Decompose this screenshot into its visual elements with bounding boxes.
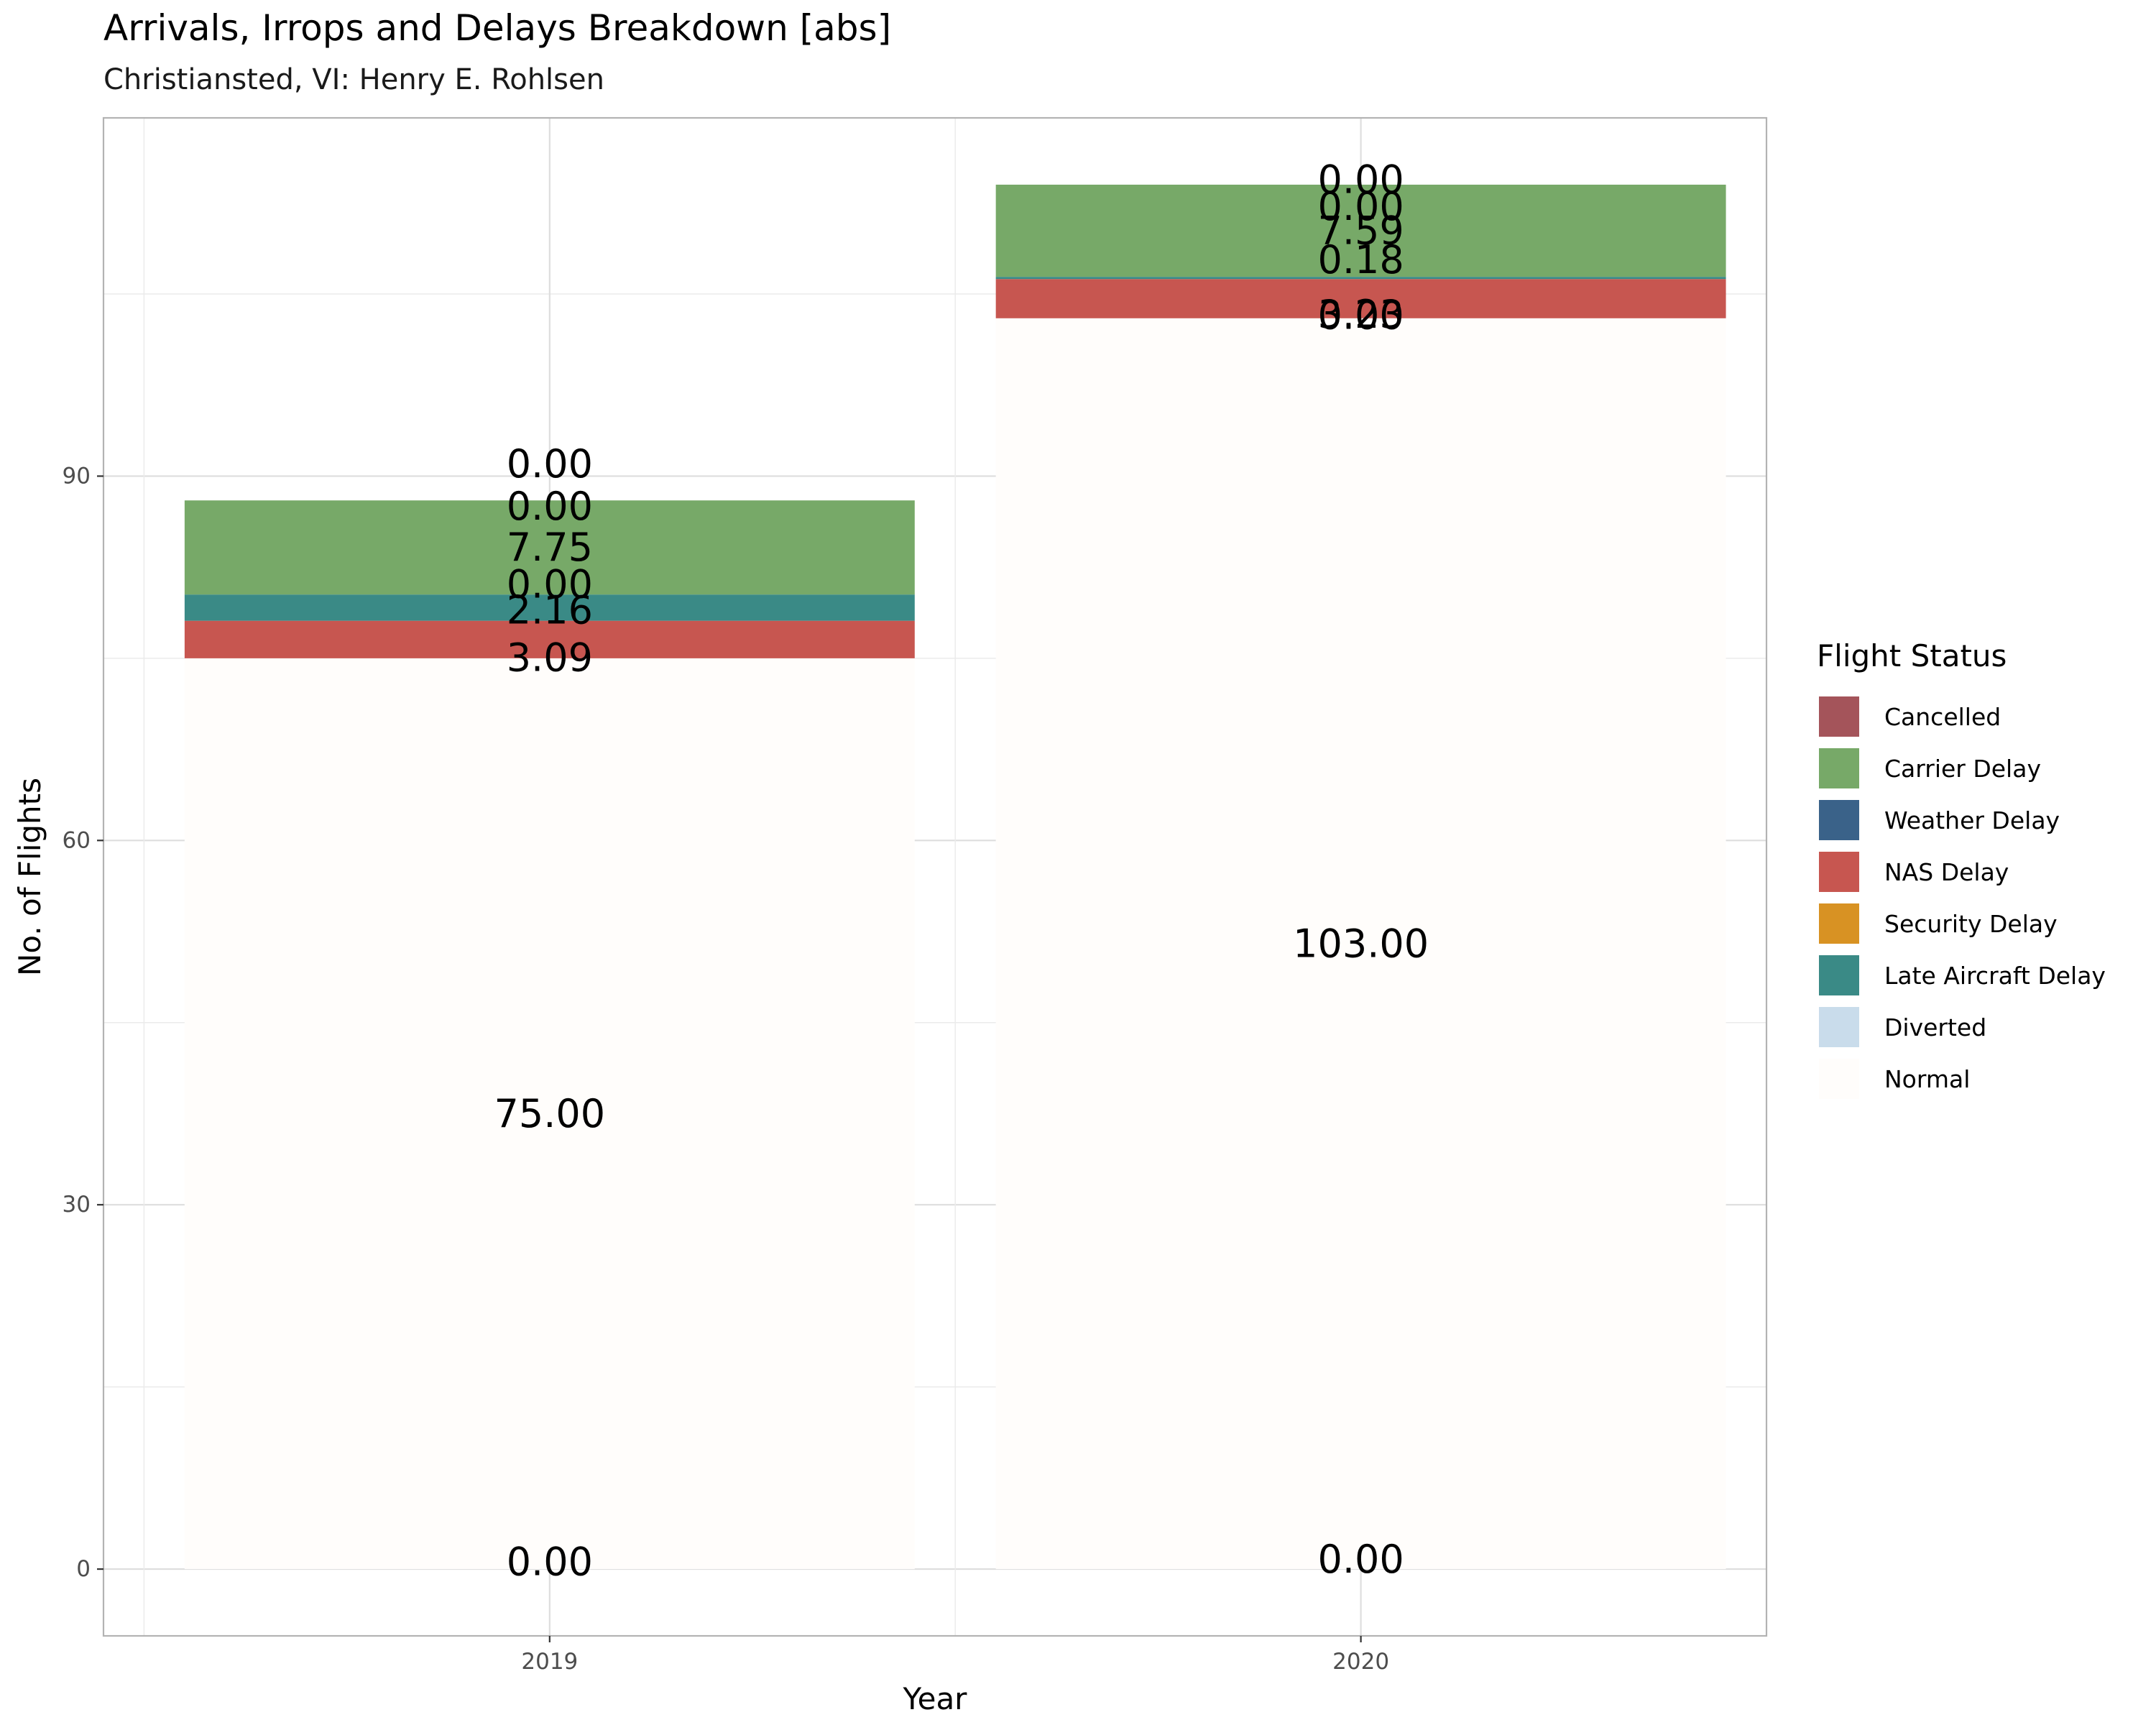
plot-panel-border [102,116,1768,1637]
legend-label: NAS Delay [1884,857,2009,886]
legend-label: Carrier Delay [1884,754,2041,783]
bar-segment-carrier-delay-2020 [995,184,1726,277]
chart-subtitle: Christiansted, VI: Henry E. Rohlsen [103,63,604,96]
data-label-carrier-delay-2020: 7.59 [1317,208,1404,254]
legend-swatch [1817,953,1861,998]
x-axis-title: Year [903,1681,968,1716]
legend-swatch [1817,746,1861,791]
data-label-security-delay-2020: 0.00 [1317,293,1404,338]
data-label-nas-delay-2019: 3.09 [507,635,593,681]
legend-item-carrier-delay: Carrier Delay [1817,742,2106,794]
bar-segment-late-aircraft-delay-2019 [184,594,915,621]
legend-item-normal: Normal [1817,1053,2106,1105]
legend-label: Security Delay [1884,909,2058,938]
data-label-weather-delay-2019: 0.00 [507,484,593,529]
data-label-diverted-2019: 0.00 [507,1539,593,1584]
legend-item-cancelled: Cancelled [1817,691,2106,742]
data-label-security-delay-2019: 0.00 [507,561,593,607]
bar-segment-nas-delay-2019 [184,620,915,658]
x-tick-label-2019: 2019 [521,1649,578,1675]
legend-items: Cancelled Carrier Delay Weather Delay NAS D… [1817,691,2106,1105]
data-label-weather-delay-2020: 0.00 [1317,184,1404,229]
legend-item-nas-delay: NAS Delay [1817,846,2106,898]
data-label-diverted-2020: 0.00 [1317,1537,1404,1582]
legend-item-diverted: Diverted [1817,1001,2106,1053]
legend-item-late-aircraft-delay: Late Aircraft Delay [1817,949,2106,1001]
y-tick-label: 30 [63,1192,91,1218]
legend-label: Weather Delay [1884,806,2060,834]
chart-title: Arrivals, Irrops and Delays Breakdown [a… [103,7,892,49]
legend-item-weather-delay: Weather Delay [1817,794,2106,846]
legend-swatch [1817,798,1861,842]
legend-swatch [1817,1057,1861,1101]
data-label-normal-2019: 75.00 [494,1091,606,1136]
data-label-cancelled-2020: 0.00 [1317,157,1404,203]
data-label-late-aircraft-delay-2019: 2.16 [507,587,593,632]
y-tick-label: 60 [63,827,91,853]
bar-segment-nas-delay-2020 [995,279,1726,318]
legend-title: Flight Status [1817,638,2007,673]
legend-label: Late Aircraft Delay [1884,961,2106,990]
bar-segment-normal-2020 [995,318,1726,1570]
legend: Flight Status Cancelled Carrier Delay Weat… [1817,638,2106,1105]
data-label-late-aircraft-delay-2020: 0.18 [1317,237,1404,282]
y-tick-label: 0 [76,1556,91,1582]
legend-swatch [1817,694,1861,739]
y-axis-title: No. of Flights [12,778,47,976]
legend-swatch [1817,1005,1861,1049]
legend-swatch [1817,850,1861,894]
x-tick-label-2020: 2020 [1332,1649,1389,1675]
legend-label: Diverted [1884,1013,1987,1041]
data-label-cancelled-2019: 0.00 [507,441,593,487]
data-label-normal-2020: 103.00 [1293,921,1429,966]
data-label-carrier-delay-2019: 7.75 [507,525,593,570]
bar-segment-carrier-delay-2019 [184,500,915,595]
data-label-nas-delay-2020: 3.23 [1317,292,1404,337]
legend-item-security-delay: Security Delay [1817,898,2106,949]
bar-segment-late-aircraft-delay-2020 [995,277,1726,280]
legend-label: Cancelled [1884,702,2001,731]
legend-swatch [1817,901,1861,946]
y-tick-label: 90 [63,463,91,489]
legend-label: Normal [1884,1064,1971,1093]
bar-segment-normal-2019 [184,658,915,1570]
